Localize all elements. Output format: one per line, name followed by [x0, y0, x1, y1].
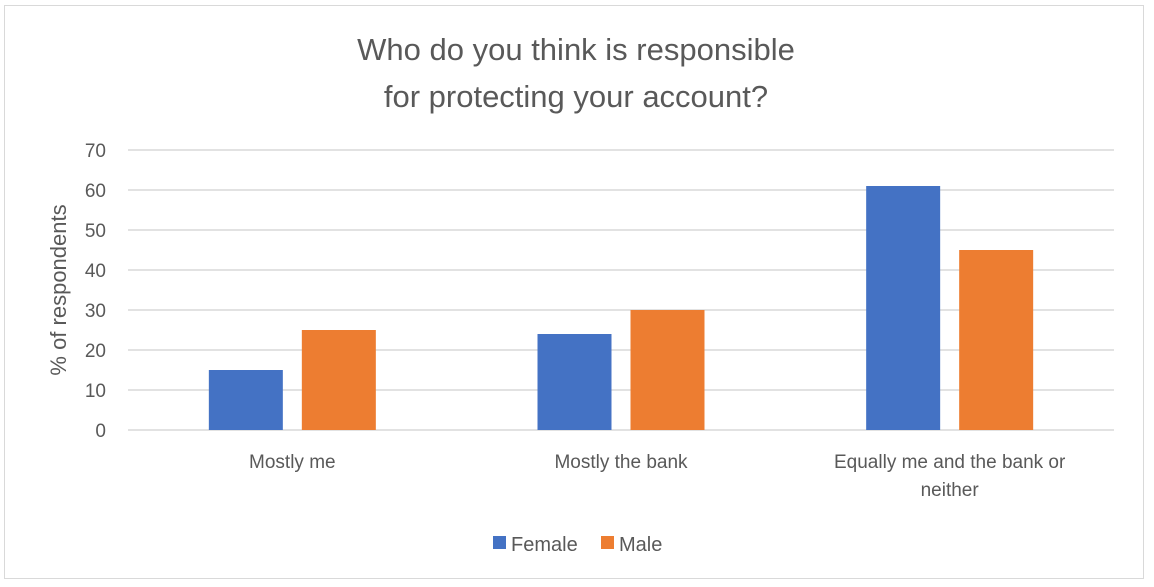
bar-female-3 [866, 186, 941, 430]
bar-female-1 [208, 370, 283, 430]
y-tick-label: 50 [85, 221, 106, 242]
y-axis-title: % of respondents [46, 204, 71, 375]
y-tick-label: 70 [85, 141, 106, 162]
y-axis-tick-labels: 0 10 20 30 40 50 60 70 [85, 141, 106, 442]
chart-title-line-2: for protecting your account? [384, 79, 768, 114]
chart-frame [4, 5, 1144, 579]
x-category-label: Mostly me [249, 452, 336, 473]
legend-swatch-male [601, 536, 614, 549]
y-tick-label: 20 [85, 341, 106, 362]
bar-female-2 [537, 334, 612, 430]
y-tick-label: 60 [85, 181, 106, 202]
bars [208, 186, 1034, 430]
legend-label-male: Male [619, 534, 662, 556]
legend-swatch-female [493, 536, 506, 549]
chart-title-line-1: Who do you think is responsible [357, 32, 795, 67]
y-tick-label: 10 [85, 381, 106, 402]
x-category-label: neither [921, 480, 980, 501]
x-category-label: Equally me and the bank or [834, 452, 1066, 473]
x-category-label: Mostly the bank [554, 452, 688, 473]
bar-male-2 [630, 310, 705, 430]
chart-title: Who do you think is responsible for prot… [357, 32, 795, 114]
y-tick-label: 0 [95, 421, 106, 442]
bar-male-1 [301, 330, 376, 430]
bar-male-3 [959, 250, 1034, 430]
y-tick-label: 30 [85, 301, 106, 322]
legend-label-female: Female [511, 534, 578, 556]
legend: Female Male [493, 534, 662, 556]
y-tick-label: 40 [85, 261, 106, 282]
gridlines [128, 149, 1114, 431]
x-axis-category-labels: Mostly me Mostly the bank Equally me and t… [249, 452, 1066, 501]
